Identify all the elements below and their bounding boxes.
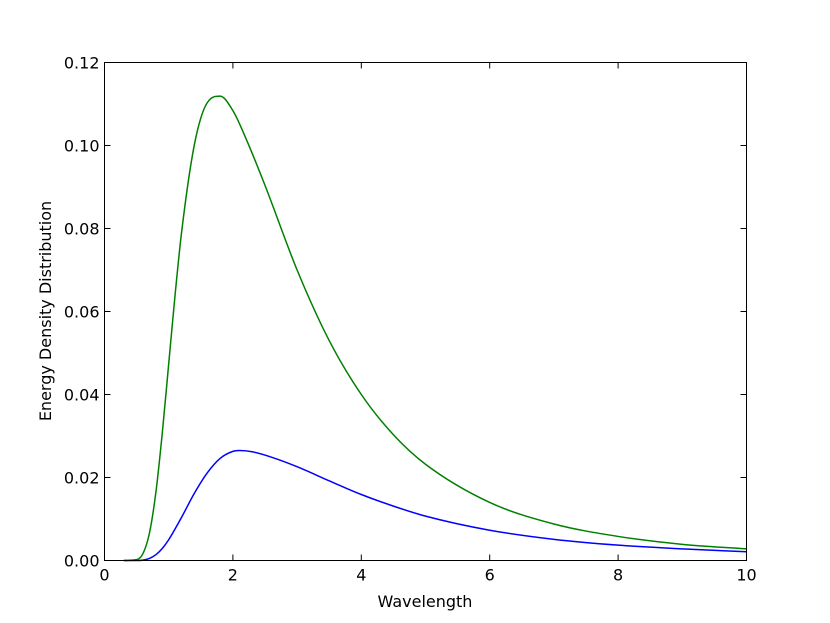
y-tick-label: 0.08 — [64, 220, 100, 239]
x-tick-label: 4 — [356, 566, 366, 585]
tick-layer: 0 2 4 6 8 10 0.00 0.02 0.04 0.06 0.08 0.10 0.12 — [64, 54, 757, 585]
x-tick-label: 10 — [736, 566, 756, 585]
series-layer — [123, 95, 747, 562]
y-axis-label: Energy Density Distribution — [36, 201, 55, 421]
series-line-2 — [123, 449, 747, 562]
plot-frame — [104, 62, 747, 561]
y-tick-label: 0.02 — [64, 469, 100, 488]
x-tick-label: 8 — [613, 566, 623, 585]
y-tick-label: 0.04 — [64, 386, 100, 405]
x-axis-label: Wavelength — [378, 592, 473, 611]
y-tick-label: 0.12 — [64, 54, 100, 73]
y-tick-label: 0.00 — [64, 552, 100, 571]
y-tick-label: 0.10 — [64, 137, 100, 156]
x-tick-label: 2 — [228, 566, 238, 585]
y-tick-label: 0.06 — [64, 303, 100, 322]
x-tick-label: 6 — [485, 566, 495, 585]
x-tick-label: 0 — [99, 566, 109, 585]
series-line-1 — [123, 95, 747, 562]
